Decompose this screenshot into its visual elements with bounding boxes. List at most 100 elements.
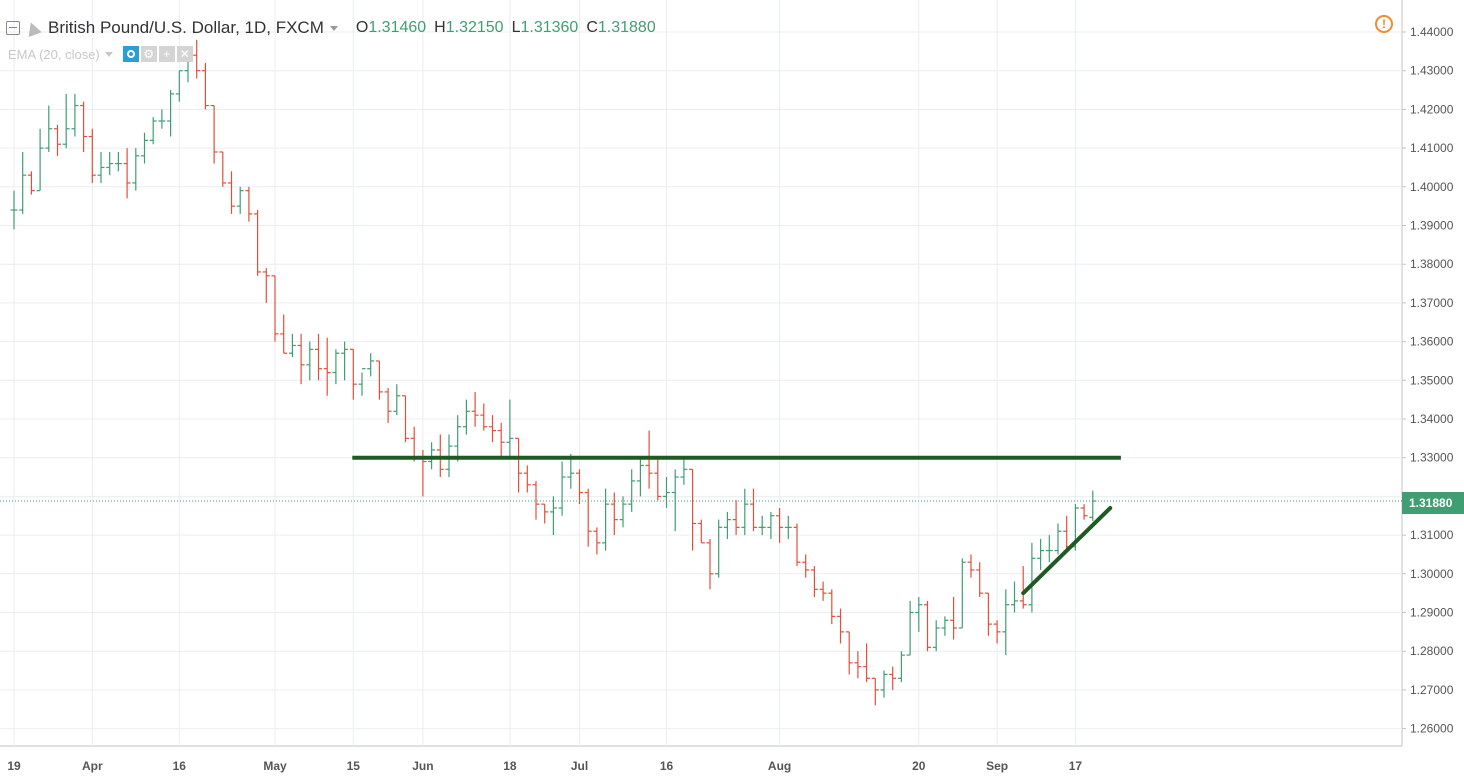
- y-tick-label: 1.34000: [1410, 412, 1454, 426]
- ohlc-bar: [315, 333, 322, 381]
- ohlc-bar: [593, 527, 601, 555]
- x-tick-label: 16: [173, 759, 187, 773]
- ohlc-bar: [810, 566, 818, 598]
- ohlc-bar: [393, 384, 401, 416]
- ohlc-bar: [610, 492, 618, 536]
- ohlc-bar: [45, 105, 53, 152]
- ohlc-bar: [932, 620, 940, 652]
- y-tick-label: 1.37000: [1410, 296, 1454, 310]
- ohlc-bar: [697, 519, 705, 544]
- ohlc-bar: [984, 592, 992, 636]
- ohlc-bar: [193, 39, 201, 79]
- indicator-label[interactable]: EMA (20, close): [8, 46, 100, 62]
- ohlc-bar: [88, 128, 96, 183]
- drag-icon[interactable]: [24, 19, 42, 37]
- ohlc-bar: [854, 651, 862, 679]
- ohlc-bar: [10, 190, 18, 230]
- ohlc-bar: [541, 503, 549, 524]
- ohlc-bar: [976, 562, 984, 598]
- ohlc-bar: [1019, 566, 1027, 609]
- ohlc-bar: [828, 589, 836, 625]
- ohlc-bar: [367, 353, 375, 377]
- ohlc-bar: [750, 488, 757, 532]
- ohlc-bar: [288, 333, 296, 358]
- chart-header: British Pound/U.S. Dollar, 1D, FXCM O1.3…: [6, 14, 664, 42]
- ohlc-bar: [767, 511, 775, 539]
- ohlc-bar: [741, 488, 749, 536]
- ohlc-bar: [663, 477, 670, 509]
- ohlc-bar: [123, 148, 131, 199]
- chevron-down-icon[interactable]: [329, 25, 338, 31]
- y-tick-label: 1.26000: [1410, 722, 1454, 736]
- ohlc-bar: [636, 457, 644, 497]
- plus-icon[interactable]: +: [158, 46, 175, 62]
- ohlc-bar: [306, 341, 314, 381]
- ohlc-bar: [106, 151, 114, 176]
- chevron-down-icon[interactable]: [104, 51, 113, 57]
- ohlc-bar: [576, 469, 583, 505]
- ohlc-bar: [149, 117, 157, 145]
- ohlc-bar: [723, 511, 731, 539]
- ohlc-bar: [141, 132, 148, 164]
- ohlc-bar: [715, 519, 723, 578]
- high-readout: H1.32150: [434, 19, 504, 36]
- trend-line: [1021, 506, 1113, 596]
- ohlc-bar: [262, 268, 270, 303]
- ohlc-bar: [114, 151, 122, 172]
- ohlc-bar: [619, 496, 627, 528]
- y-tick-label: 1.27000: [1410, 683, 1454, 697]
- symbol-title[interactable]: British Pound/U.S. Dollar, 1D, FXCM: [48, 18, 324, 37]
- alert-icon[interactable]: !: [1375, 15, 1393, 33]
- collapse-icon[interactable]: [6, 21, 20, 35]
- ohlc-bar: [924, 600, 931, 652]
- ohlc-bar: [1037, 538, 1045, 570]
- close-icon[interactable]: ✕: [176, 46, 193, 62]
- ohlc-bar: [489, 415, 496, 443]
- ohlc-bar: [219, 151, 227, 187]
- gear-icon[interactable]: ⚙: [140, 46, 157, 62]
- y-tick-label: 1.38000: [1410, 257, 1454, 271]
- ohlc-bar: [689, 468, 697, 551]
- y-tick-label: 1.35000: [1410, 373, 1454, 387]
- ohlc-bar: [62, 93, 70, 149]
- ohlc-bar: [497, 422, 505, 458]
- eye-icon[interactable]: [122, 46, 139, 62]
- ohlc-bar: [819, 581, 827, 601]
- x-tick-label: Jul: [571, 759, 588, 773]
- ohlc-bar: [871, 677, 879, 706]
- ohlc-bar: [941, 616, 949, 636]
- ohlc-bar: [245, 186, 253, 222]
- ohlc-bar: [967, 554, 975, 578]
- y-tick-label: 1.43000: [1410, 64, 1454, 78]
- ohlc-bar: [349, 348, 357, 400]
- ohlc-bar: [462, 399, 470, 435]
- ohlc-bar: [897, 651, 905, 683]
- y-tick-label: 1.33000: [1410, 451, 1454, 465]
- open-readout: O1.31460: [355, 19, 427, 36]
- x-tick-label: 19: [7, 759, 21, 773]
- close-readout: C1.31880: [586, 19, 656, 36]
- ohlc-bar: [1045, 535, 1053, 563]
- ohlc-bar: [993, 620, 1001, 644]
- ohlc-bar: [558, 461, 566, 516]
- y-tick-label: 1.30000: [1410, 567, 1454, 581]
- x-tick-label: Apr: [82, 759, 103, 773]
- x-tick-label: May: [263, 759, 287, 773]
- y-tick-label: 1.31000: [1410, 528, 1454, 542]
- ohlc-bar: [784, 515, 792, 539]
- ohlc-bar: [523, 465, 531, 493]
- ohlc-bar: [27, 171, 35, 195]
- ohlc-bar: [549, 496, 557, 536]
- ohlc-bar: [1089, 490, 1097, 522]
- ohlc-bar: [375, 360, 383, 400]
- y-tick-label: 1.29000: [1410, 606, 1454, 620]
- ohlc-bar: [863, 643, 871, 683]
- y-tick-label: 1.28000: [1410, 644, 1454, 658]
- ohlc-bar: [793, 523, 801, 567]
- ohlc-bar: [254, 210, 262, 276]
- y-tick-label: 1.39000: [1410, 219, 1454, 233]
- ohlc-bar: [906, 600, 914, 656]
- ohlc-bar: [671, 469, 679, 532]
